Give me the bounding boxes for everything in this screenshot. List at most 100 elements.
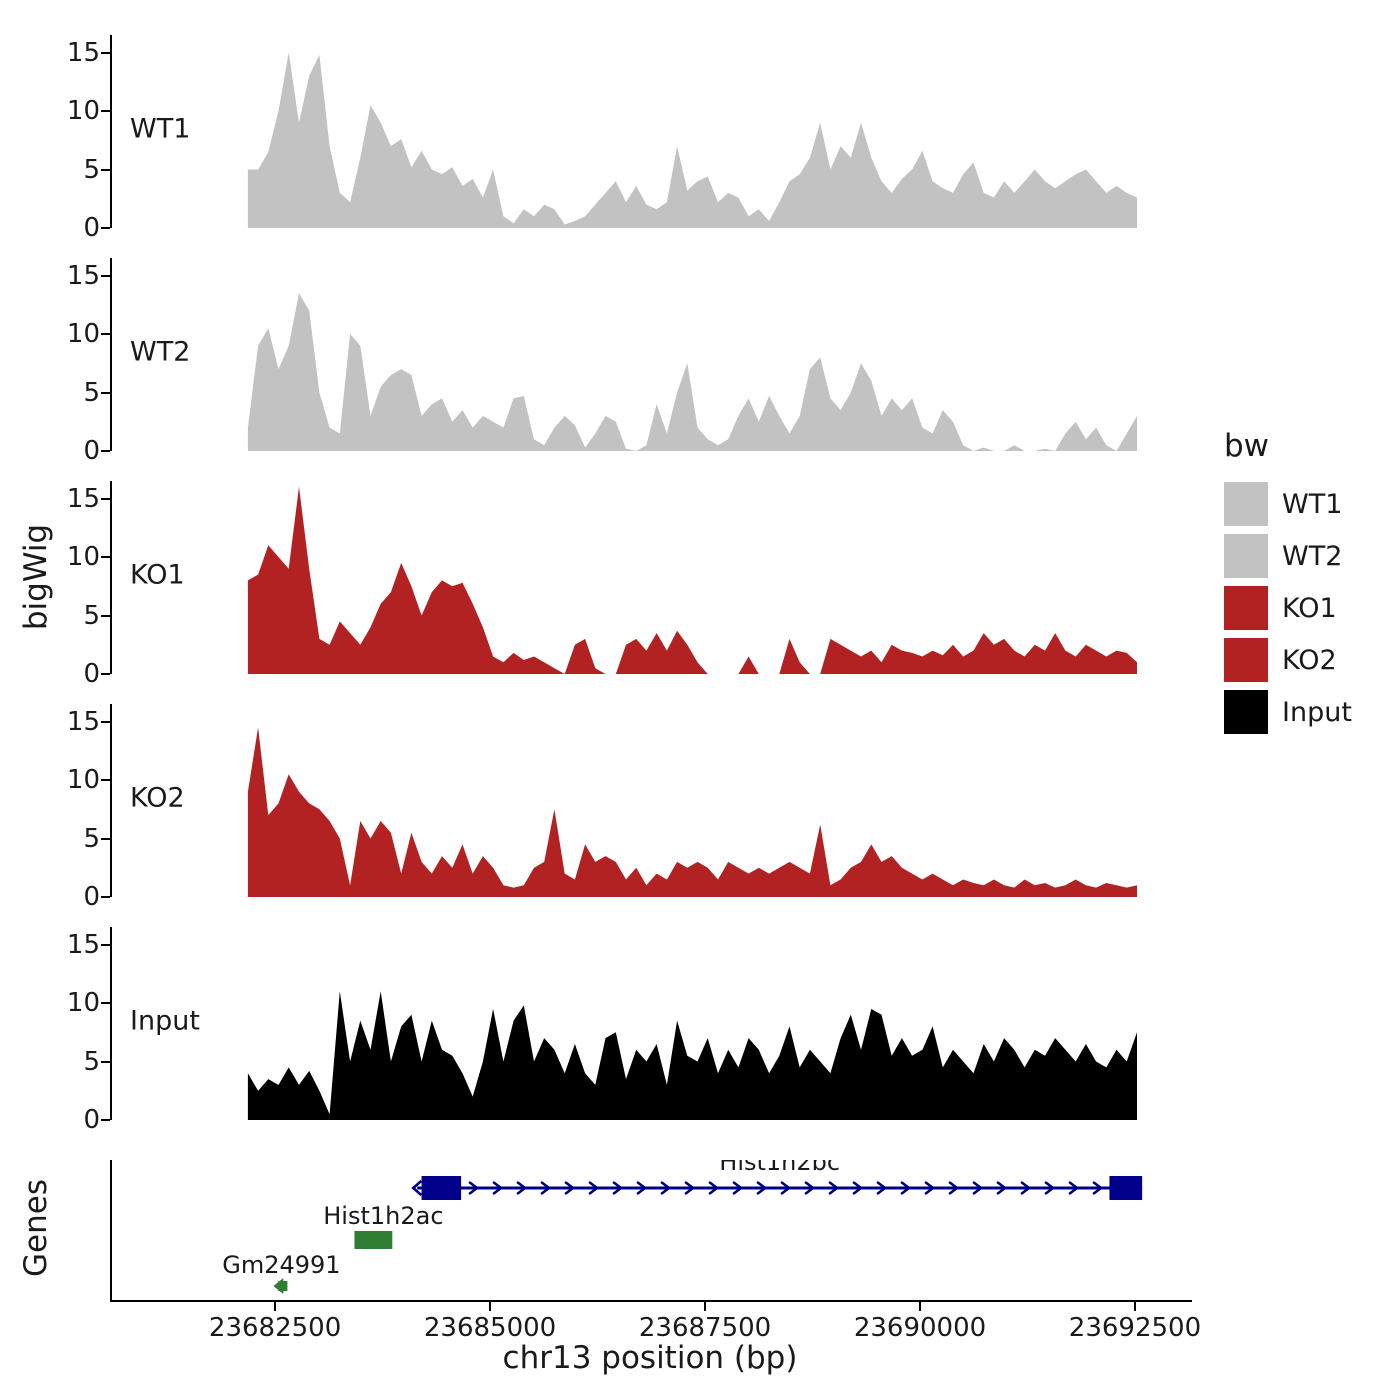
y-tick-mark bbox=[101, 1119, 110, 1121]
strand-arrow-icon bbox=[516, 1180, 528, 1196]
strand-arrow-icon bbox=[852, 1180, 864, 1196]
y-tick-mark bbox=[101, 720, 110, 723]
legend-swatch-KO2 bbox=[1224, 638, 1268, 682]
y-tick-label: 5 bbox=[83, 1046, 100, 1077]
y-tick-label: 10 bbox=[66, 765, 100, 796]
gene-exon bbox=[421, 1176, 462, 1200]
strand-arrow-icon bbox=[492, 1180, 504, 1196]
y-tick-mark bbox=[101, 168, 110, 171]
strand-arrow-icon bbox=[564, 1180, 576, 1196]
legend-label: Input bbox=[1282, 696, 1352, 728]
legend-swatch-Input bbox=[1224, 690, 1268, 734]
track-label-WT2: WT2 bbox=[130, 336, 191, 368]
strand-arrow-icon bbox=[1092, 1180, 1104, 1196]
strand-arrow-icon bbox=[828, 1180, 840, 1196]
genes-axis-title: Genes bbox=[18, 1179, 54, 1277]
y-tick-label: 0 bbox=[83, 1105, 100, 1135]
y-tick-mark bbox=[101, 110, 110, 113]
strand-arrow-icon bbox=[804, 1180, 816, 1196]
y-tick-label: 10 bbox=[66, 96, 100, 127]
y-tick-mark bbox=[101, 391, 110, 394]
legend-label: WT1 bbox=[1282, 488, 1343, 520]
y-tick-mark bbox=[101, 1060, 110, 1063]
strand-arrow-icon bbox=[708, 1180, 720, 1196]
gene-label: Hist1h2ac bbox=[323, 1202, 443, 1230]
y-tick-label: 5 bbox=[83, 377, 100, 408]
y-tick-label: 15 bbox=[66, 929, 100, 960]
strand-arrow-icon bbox=[996, 1180, 1008, 1196]
strand-arrow-icon bbox=[876, 1180, 888, 1196]
legend-entry-WT1: WT1 bbox=[1224, 482, 1352, 526]
genes-chart: Hist1h2bc Hist1h2ac Gm24991 bbox=[222, 1148, 1143, 1294]
legend-label: WT2 bbox=[1282, 540, 1343, 572]
area-chart-KO2 bbox=[247, 727, 1137, 897]
y-tick-mark bbox=[101, 450, 110, 452]
area-KO1 bbox=[247, 486, 1137, 674]
facet-KO1: 15 10 5 0 KO1 bbox=[67, 481, 1192, 687]
strand-arrow-icon bbox=[756, 1180, 768, 1196]
y-tick-mark bbox=[101, 896, 110, 898]
area-chart-WT2 bbox=[247, 293, 1137, 451]
x-tick-label: 23682500 bbox=[208, 1313, 342, 1343]
y-tick-label: 0 bbox=[83, 882, 100, 912]
x-tick-mark bbox=[274, 1302, 277, 1311]
strand-arrow-icon bbox=[273, 1278, 284, 1294]
y-tick-mark bbox=[101, 556, 110, 559]
x-tick-mark bbox=[489, 1302, 492, 1311]
strand-arrow-icon bbox=[972, 1180, 984, 1196]
strand-arrow-icon bbox=[660, 1180, 672, 1196]
facet-WT2: 15 10 5 0 WT2 bbox=[67, 258, 1192, 464]
strand-arrow-icon bbox=[612, 1180, 624, 1196]
y-tick-mark bbox=[101, 1002, 110, 1005]
genes-panel: Hist1h2bc Hist1h2ac Gm24991 bbox=[110, 1148, 1192, 1300]
facet-WT1: 15 10 5 0 WT1 bbox=[67, 35, 1192, 241]
strand-arrow-icon bbox=[900, 1180, 912, 1196]
x-axis-line bbox=[110, 1300, 1192, 1302]
y-tick-label: 5 bbox=[83, 600, 100, 631]
x-tick-label: 23690000 bbox=[853, 1313, 987, 1343]
strand-arrow-icon bbox=[924, 1180, 936, 1196]
y-tick-label: 10 bbox=[66, 542, 100, 573]
gene-exon bbox=[354, 1231, 393, 1249]
legend-swatch-KO1 bbox=[1224, 586, 1268, 630]
y-tick-label: 0 bbox=[83, 213, 100, 243]
y-tick-mark bbox=[101, 497, 110, 500]
y-tick-label: 10 bbox=[66, 319, 100, 350]
y-tick-label: 5 bbox=[83, 823, 100, 854]
legend-swatch-WT1 bbox=[1224, 482, 1268, 526]
strand-arrow-icon bbox=[636, 1180, 648, 1196]
strand-arrow-icon bbox=[780, 1180, 792, 1196]
area-chart-Input bbox=[247, 991, 1137, 1120]
facet-KO2: 15 10 5 0 KO2 bbox=[67, 704, 1192, 910]
y-tick-mark bbox=[101, 51, 110, 54]
x-tick-mark bbox=[704, 1302, 707, 1311]
legend: bw WT1 WT2 KO1 KO2 Input bbox=[1224, 428, 1352, 742]
x-tick-label: 23692500 bbox=[1068, 1313, 1202, 1343]
x-tick-mark bbox=[919, 1302, 921, 1311]
gene-start-marker-icon bbox=[411, 1180, 423, 1196]
legend-swatch-WT2 bbox=[1224, 534, 1268, 578]
area-chart-KO1 bbox=[247, 486, 1137, 674]
x-tick-label: 23685000 bbox=[423, 1313, 557, 1343]
gene-exon bbox=[1109, 1176, 1143, 1200]
legend-entry-WT2: WT2 bbox=[1224, 534, 1352, 578]
gene-label: Hist1h2bc bbox=[719, 1160, 840, 1176]
y-tick-mark bbox=[101, 274, 110, 277]
legend-entries: WT1 WT2 KO1 KO2 Input bbox=[1224, 482, 1352, 734]
y-tick-label: 15 bbox=[66, 706, 100, 737]
x-tick-mark bbox=[1133, 1302, 1136, 1311]
y-tick-label: 0 bbox=[83, 436, 100, 466]
track-label-WT1: WT1 bbox=[130, 113, 191, 145]
strand-arrow-icon bbox=[540, 1180, 552, 1196]
strand-arrow-icon bbox=[1044, 1180, 1056, 1196]
y-tick-label: 5 bbox=[83, 154, 100, 185]
strand-arrow-icon bbox=[732, 1180, 744, 1196]
y-tick-mark bbox=[101, 614, 110, 617]
y-tick-mark bbox=[101, 673, 110, 675]
area-KO2 bbox=[247, 727, 1137, 897]
area-WT1 bbox=[247, 52, 1137, 228]
y-tick-mark bbox=[101, 943, 110, 946]
y-tick-label: 15 bbox=[66, 37, 100, 68]
x-axis-title: chr13 position (bp) bbox=[502, 1340, 798, 1376]
legend-entry-KO1: KO1 bbox=[1224, 586, 1352, 630]
